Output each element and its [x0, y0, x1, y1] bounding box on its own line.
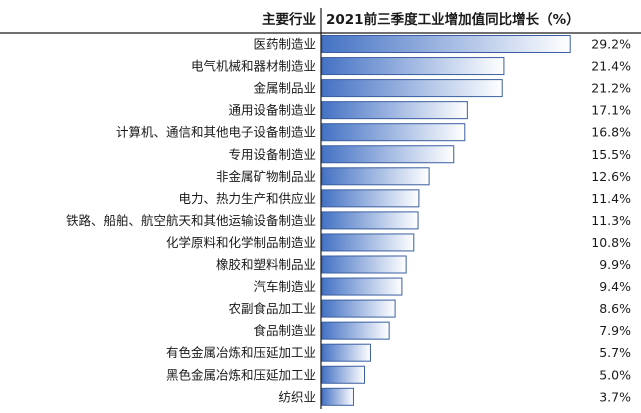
category-label: 农副食品加工业 [228, 301, 316, 316]
bar [321, 321, 390, 340]
value-label: 21.2% [591, 81, 631, 96]
value-label: 9.4% [599, 279, 631, 294]
bar [321, 123, 466, 142]
category-label: 纺织业 [278, 389, 316, 404]
value-label: 5.7% [599, 345, 631, 360]
value-label: 10.8% [591, 235, 631, 250]
value-label: 9.9% [599, 257, 631, 272]
category-label: 汽车制造业 [253, 279, 316, 294]
category-label: 有色金属冶炼和压延加工业 [166, 345, 316, 360]
category-label: 化学原料和化学制品制造业 [166, 235, 316, 250]
bar [321, 343, 371, 362]
bar [321, 79, 503, 98]
category-label: 铁路、船舶、航空航天和其他运输设备制造业 [66, 213, 316, 228]
value-label: 5.0% [599, 367, 631, 382]
value-label: 8.6% [599, 301, 631, 316]
category-label: 金属制品业 [253, 81, 316, 96]
bar [321, 101, 468, 120]
category-label: 电力、热力生产和供应业 [178, 191, 316, 206]
category-label: 计算机、通信和其他电子设备制造业 [116, 125, 316, 140]
value-label: 11.4% [591, 191, 631, 206]
category-label: 食品制造业 [253, 323, 316, 338]
value-label: 3.7% [599, 389, 631, 404]
bar [321, 57, 505, 76]
value-label: 15.5% [591, 147, 631, 162]
bar [321, 189, 420, 208]
bar [321, 167, 430, 186]
chart-title: 2021前三季度工业增加值同比增长（%） [326, 11, 580, 28]
category-header: 主要行业 [262, 11, 316, 28]
category-label: 非金属矿物制品业 [216, 169, 316, 184]
value-label: 7.9% [599, 323, 631, 338]
value-label: 17.1% [591, 103, 631, 118]
bar [321, 387, 354, 406]
bar [321, 299, 396, 318]
value-label: 11.3% [591, 213, 631, 228]
bars-group: 医药制造业 29.2% 电气机械和器材制造业 21.4% 金属制品业 21.2% 通用设备制… [66, 35, 631, 406]
bar [321, 211, 419, 230]
category-label: 黑色金属冶炼和压延加工业 [166, 367, 316, 382]
bar [321, 277, 403, 296]
bar [321, 365, 365, 384]
category-label: 通用设备制造业 [228, 103, 316, 118]
category-label: 橡胶和塑料制品业 [216, 257, 316, 272]
bar [321, 145, 455, 164]
value-label: 16.8% [591, 125, 631, 140]
bar [321, 255, 407, 274]
category-label: 电气机械和器材制造业 [191, 59, 316, 74]
value-label: 12.6% [591, 169, 631, 184]
bar [321, 35, 571, 53]
value-label: 21.4% [591, 59, 631, 74]
value-label: 29.2% [591, 37, 631, 52]
category-label: 专用设备制造业 [228, 147, 316, 162]
category-label: 医药制造业 [253, 37, 316, 52]
bar [321, 233, 415, 252]
